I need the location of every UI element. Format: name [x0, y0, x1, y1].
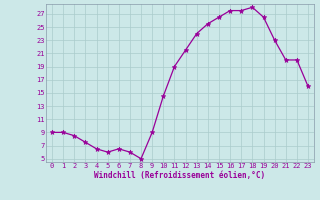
X-axis label: Windchill (Refroidissement éolien,°C): Windchill (Refroidissement éolien,°C) — [94, 171, 266, 180]
